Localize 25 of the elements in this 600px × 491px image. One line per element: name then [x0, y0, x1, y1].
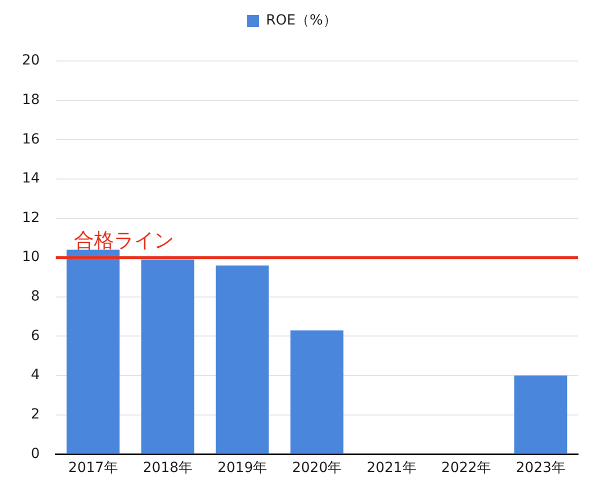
- y-tick-label: 20: [22, 52, 40, 69]
- y-tick-label: 16: [22, 131, 40, 148]
- y-tick-label: 12: [22, 210, 40, 226]
- y-tick-label: 8: [30, 288, 40, 305]
- x-tick-label: 2023年: [516, 460, 566, 476]
- bar: [216, 265, 269, 454]
- x-tick-label: 2017年: [68, 460, 118, 476]
- y-tick-label: 6: [30, 328, 40, 344]
- x-tick-label: 2019年: [217, 460, 268, 476]
- y-tick-label: 14: [22, 170, 40, 187]
- y-tick-label: 0: [30, 446, 40, 462]
- x-tick-label: 2020年: [292, 460, 342, 476]
- y-tick-label: 4: [30, 367, 40, 384]
- y-tick-label: 10: [22, 249, 40, 266]
- x-tick-label: 2018年: [142, 460, 193, 476]
- bar: [66, 250, 120, 454]
- x-tick-label: 2022年: [441, 460, 491, 476]
- bar: [514, 376, 568, 454]
- y-tick-label: 18: [22, 92, 40, 108]
- y-tick-label: 2: [30, 406, 40, 423]
- bar: [141, 260, 194, 454]
- bar: [290, 330, 344, 454]
- legend-label: ROE（%）: [266, 12, 337, 29]
- x-tick-label: 2021年: [366, 460, 416, 476]
- ref-line-label: 合格ライン: [74, 228, 174, 252]
